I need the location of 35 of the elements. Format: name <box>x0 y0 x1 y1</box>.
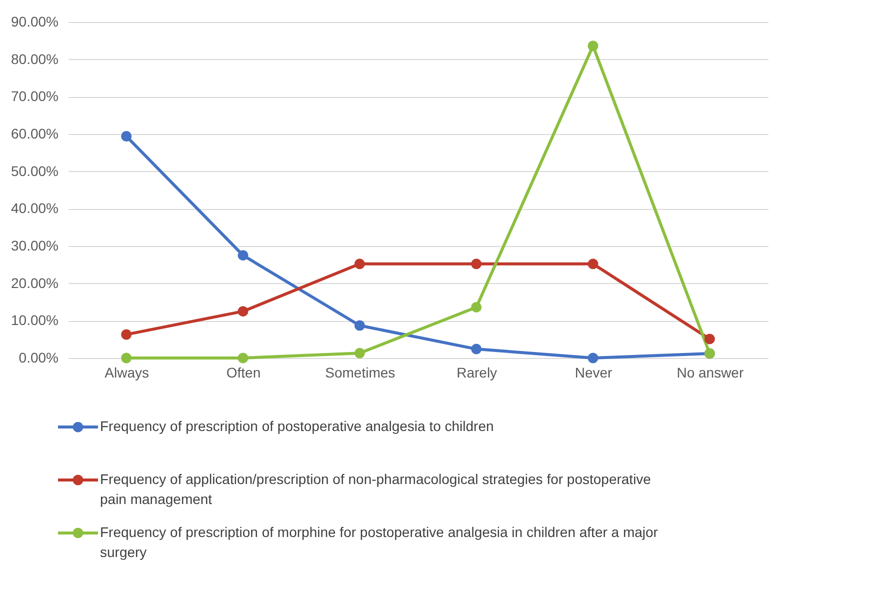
x-tick-label: Often <box>226 364 261 380</box>
x-tick-label: Rarely <box>456 364 498 380</box>
point <box>121 131 132 142</box>
point <box>588 258 598 270</box>
y-tick-label: 50.00% <box>11 162 58 179</box>
y-tick-label: 20.00% <box>11 274 58 291</box>
y-tick-label: 0.00% <box>18 350 58 366</box>
point <box>238 250 248 261</box>
point <box>354 348 365 358</box>
y-tick-label: 90.00% <box>11 14 58 30</box>
point <box>588 40 598 52</box>
y-tick-label: 40.00% <box>11 200 58 216</box>
legend-label: Frequency of prescription of morphine for postoperative analgesia in children after a major surgery <box>100 524 658 560</box>
y-tick-label: 60.00% <box>11 126 58 142</box>
legend-label: Frequency of prescription of postoperative analgesia to children <box>100 418 494 434</box>
point <box>238 352 248 364</box>
x-tick-label: No answer <box>676 364 744 380</box>
x-tick-label: Never <box>574 364 613 380</box>
point <box>354 320 365 331</box>
point <box>238 306 248 317</box>
point <box>588 352 598 364</box>
point <box>354 258 365 270</box>
point <box>471 302 482 312</box>
y-tick-label: 70.00% <box>11 88 58 104</box>
legend-label: Frequency of application/prescription of non-pharmacological strategies for postoperative pain management <box>100 471 652 507</box>
x-tick-label: Sometimes <box>325 364 396 380</box>
y-tick-label: 10.00% <box>11 312 58 328</box>
point <box>471 344 482 354</box>
point <box>121 329 132 340</box>
y-tick-label: 30.00% <box>11 238 58 254</box>
x-tick-label: Always <box>104 364 150 380</box>
point <box>471 258 482 270</box>
point <box>121 352 132 364</box>
y-tick-label: 80.00% <box>11 50 58 67</box>
point <box>704 334 715 344</box>
